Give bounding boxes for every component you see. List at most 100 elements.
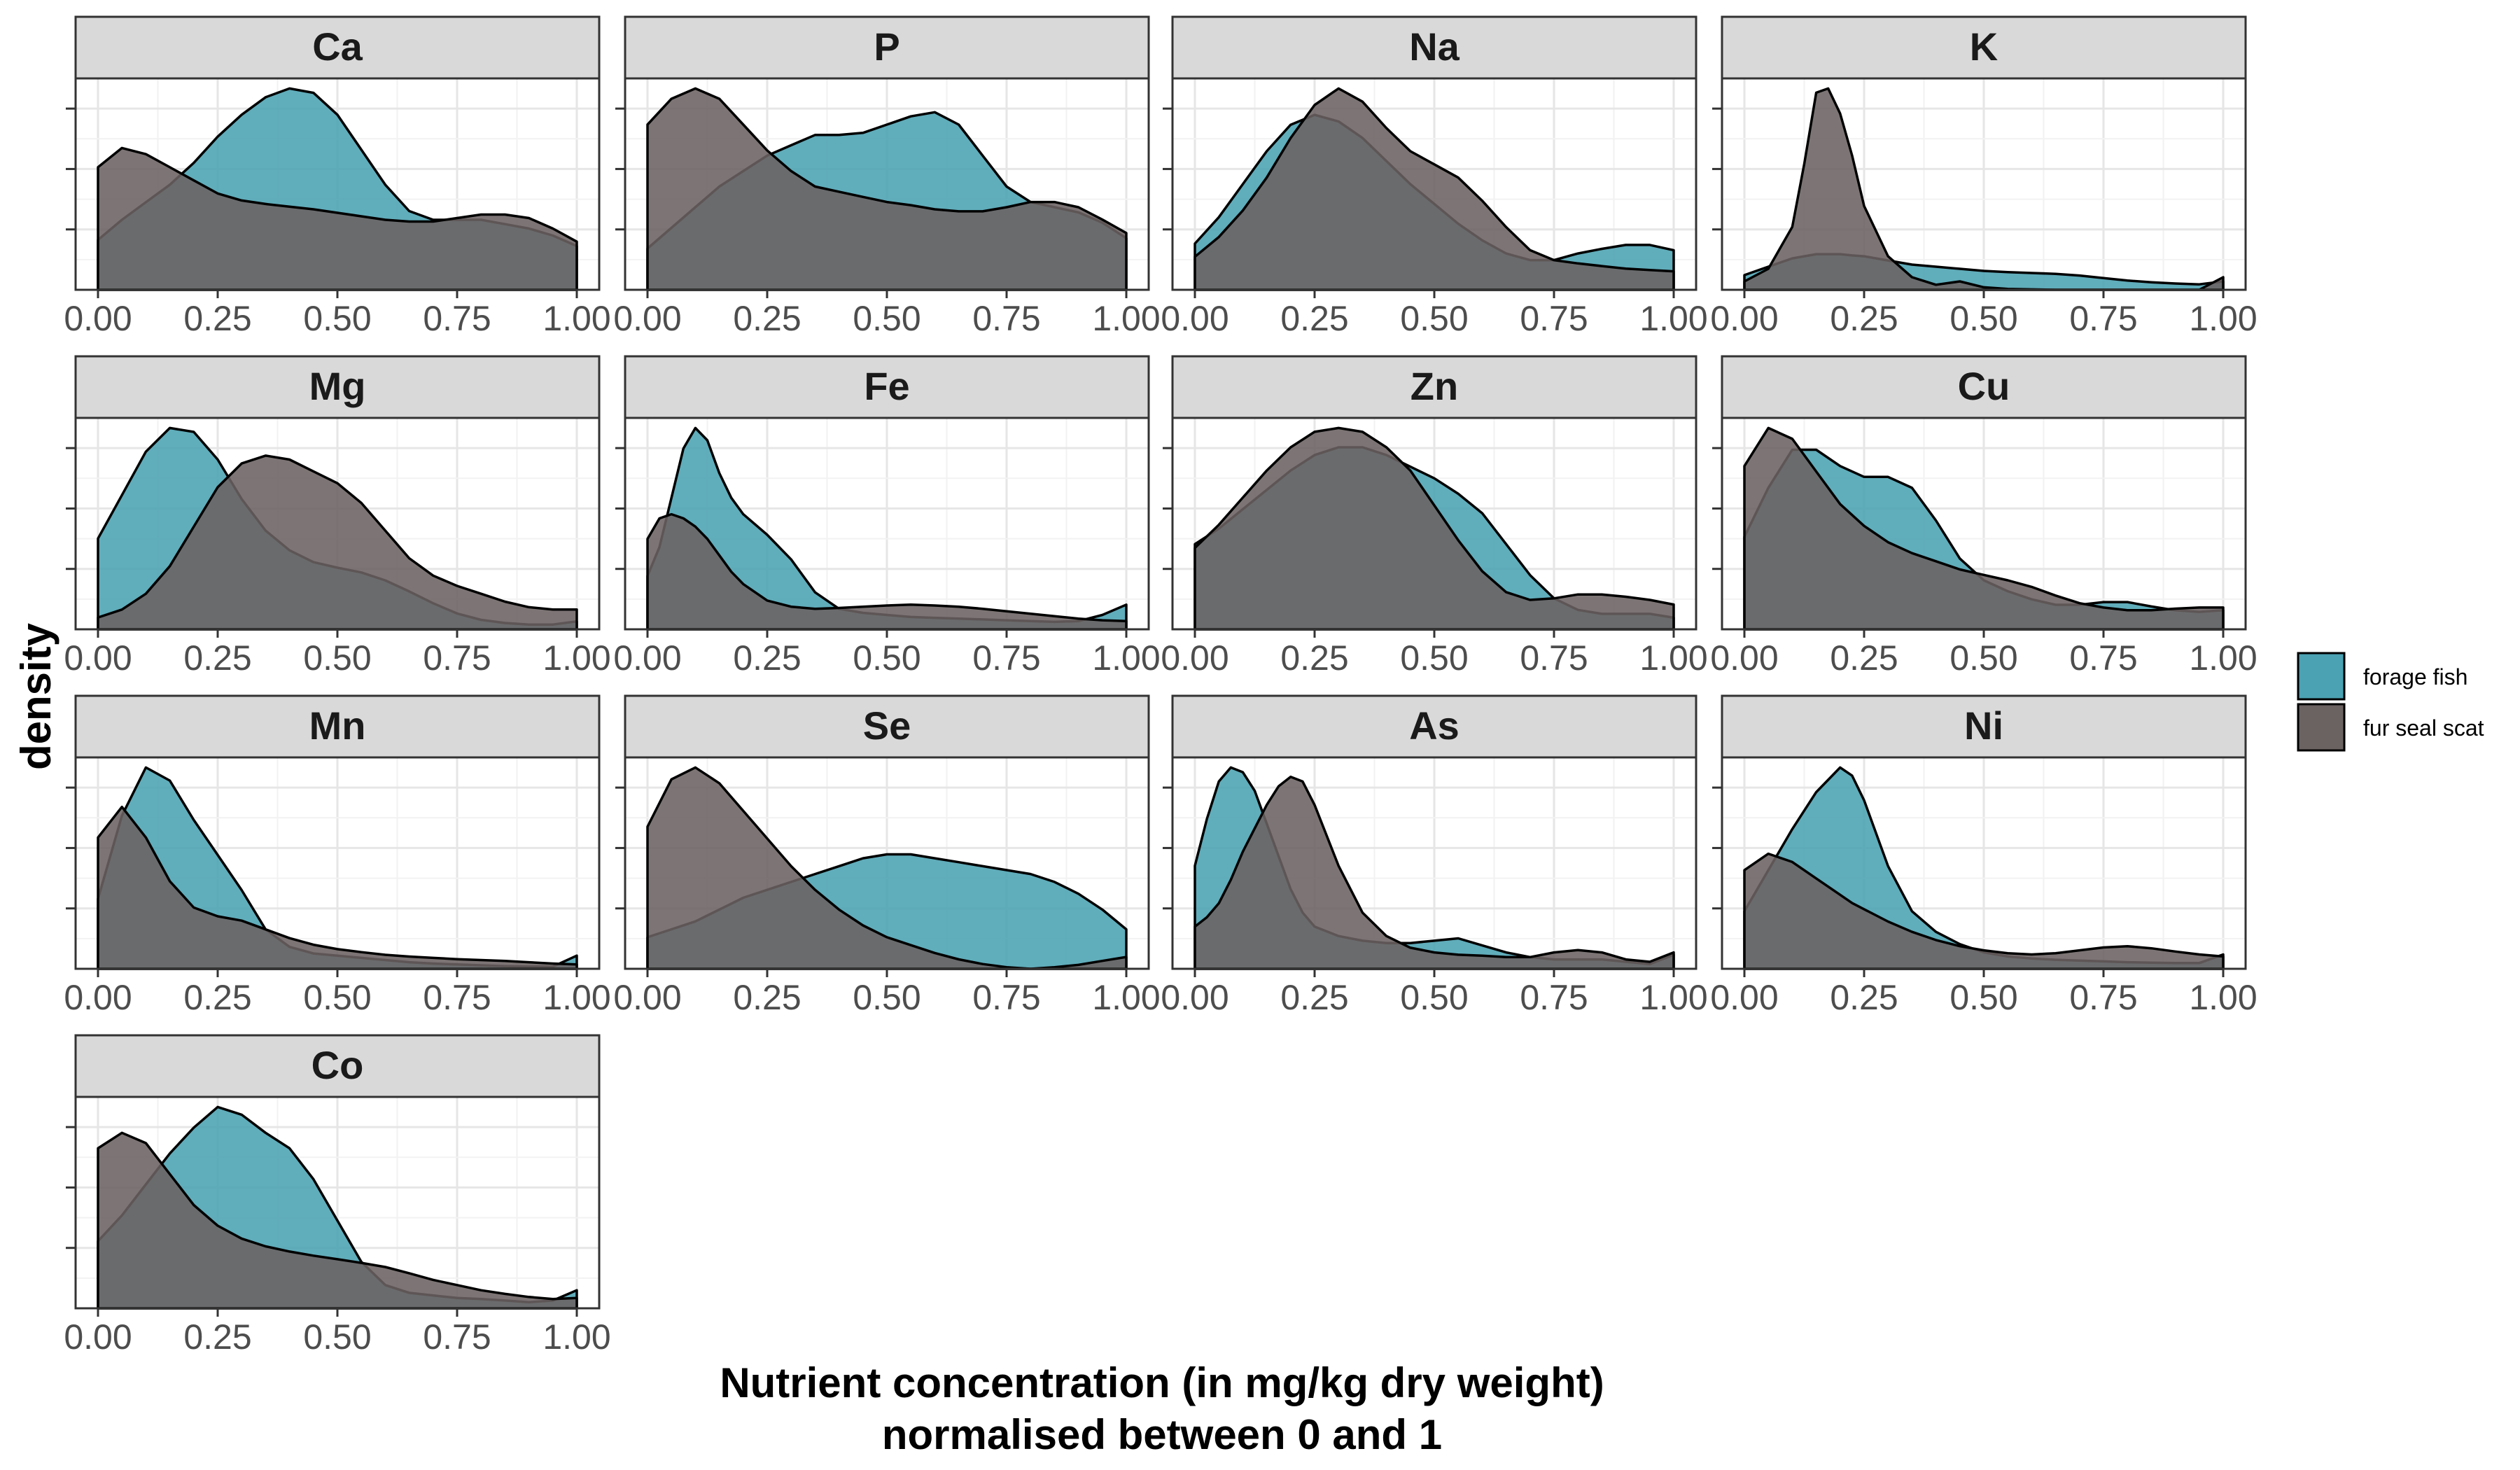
facet-strip-label: Fe bbox=[864, 364, 909, 408]
x-tick-label: 0.50 bbox=[1400, 638, 1468, 678]
x-tick-label: 0.75 bbox=[972, 299, 1040, 338]
facet-strip-label: K bbox=[1970, 24, 1998, 69]
x-tick-label: 0.25 bbox=[1830, 299, 1898, 338]
facet-strip-label: P bbox=[874, 24, 899, 69]
x-tick-label: 1.00 bbox=[542, 1317, 610, 1357]
density-area-fur-seal-scat bbox=[646, 512, 1128, 631]
facet-panel-zn: Zn 0.00 0.25 0.50 0.75 1.00 bbox=[1161, 355, 1708, 678]
facet-panel-k: K 0.00 0.25 0.50 0.75 1.00 bbox=[1710, 15, 2258, 338]
facet-strip bbox=[74, 1034, 601, 1098]
x-tick-label: 0.75 bbox=[2069, 638, 2137, 678]
facet-strip bbox=[624, 15, 1150, 80]
x-tick-label: 0.00 bbox=[1710, 638, 1778, 678]
facet-strip bbox=[74, 15, 601, 80]
x-tick-label: 0.75 bbox=[1520, 978, 1588, 1017]
legend-label-fur-seal-scat: fur seal scat bbox=[2363, 715, 2484, 741]
facet-strip-label: Zn bbox=[1410, 364, 1458, 408]
density-area-fur-seal-scat bbox=[97, 454, 578, 631]
x-tick-label: 0.00 bbox=[1161, 978, 1228, 1017]
x-tick-label: 0.50 bbox=[853, 978, 920, 1017]
x-tick-label: 0.75 bbox=[972, 978, 1040, 1017]
x-tick-label: 0.75 bbox=[2069, 299, 2137, 338]
facet-strip-label: Na bbox=[1409, 24, 1460, 69]
facet-panel-as: As 0.00 0.25 0.50 0.75 1.00 bbox=[1161, 694, 1708, 1017]
x-tick-label: 0.25 bbox=[183, 638, 251, 678]
x-tick-label: 0.50 bbox=[1400, 978, 1468, 1017]
x-tick-label: 0.50 bbox=[1949, 638, 2017, 678]
x-tick-label: 0.00 bbox=[64, 638, 132, 678]
x-tick-label: 1.00 bbox=[1092, 299, 1160, 338]
x-axis-title-line-2: normalised between 0 and 1 bbox=[882, 1411, 1442, 1458]
density-area-fur-seal-scat bbox=[646, 766, 1128, 970]
density-area-fur-seal-scat bbox=[1194, 426, 1675, 631]
density-area-fur-seal-scat bbox=[97, 805, 578, 970]
x-tick-label: 0.25 bbox=[183, 978, 251, 1017]
legend: forage fish fur seal scat bbox=[2297, 652, 2484, 752]
x-tick-label: 1.00 bbox=[2189, 978, 2257, 1017]
facet-strip-label: Se bbox=[863, 704, 911, 748]
x-tick-label: 0.00 bbox=[1161, 299, 1228, 338]
facet-strip bbox=[624, 355, 1150, 419]
x-tick-label: 0.50 bbox=[853, 638, 920, 678]
x-tick-label: 0.00 bbox=[1161, 638, 1228, 678]
facet-strip-label: Ni bbox=[1964, 704, 2003, 748]
x-tick-label: 0.75 bbox=[423, 1317, 491, 1357]
x-tick-label: 0.25 bbox=[1280, 638, 1348, 678]
x-tick-label: 0.00 bbox=[1710, 978, 1778, 1017]
facet-panel-fe: Fe 0.00 0.25 0.50 0.75 1.00 bbox=[613, 355, 1161, 678]
facet-strip-label: Mn bbox=[309, 704, 366, 748]
density-area-fur-seal-scat bbox=[1194, 776, 1675, 970]
y-axis-title: density bbox=[13, 622, 59, 770]
x-tick-label: 0.25 bbox=[733, 638, 801, 678]
x-tick-label: 0.75 bbox=[972, 638, 1040, 678]
x-tick-label: 1.00 bbox=[1639, 638, 1707, 678]
x-tick-label: 0.00 bbox=[613, 299, 681, 338]
x-tick-label: 0.50 bbox=[1949, 978, 2017, 1017]
x-axis-title-line-1: Nutrient concentration (in mg/kg dry wei… bbox=[720, 1359, 1604, 1406]
x-tick-label: 0.50 bbox=[1400, 299, 1468, 338]
density-area-fur-seal-scat bbox=[97, 146, 578, 291]
facet-strip-label: Mg bbox=[309, 364, 366, 408]
facet-strip-label: Ca bbox=[312, 24, 363, 69]
density-area-fur-seal-scat bbox=[1194, 87, 1675, 291]
density-area-fur-seal-scat bbox=[646, 87, 1128, 291]
x-tick-label: 0.25 bbox=[1280, 299, 1348, 338]
x-tick-label: 0.50 bbox=[1949, 299, 2017, 338]
facet-strip bbox=[624, 694, 1150, 759]
x-tick-label: 0.25 bbox=[183, 299, 251, 338]
x-tick-label: 1.00 bbox=[1639, 978, 1707, 1017]
facet-strip bbox=[1171, 15, 1698, 80]
x-tick-label: 0.75 bbox=[1520, 638, 1588, 678]
x-tick-label: 0.00 bbox=[64, 978, 132, 1017]
legend-label-forage-fish: forage fish bbox=[2363, 664, 2468, 690]
x-tick-label: 0.25 bbox=[183, 1317, 251, 1357]
x-tick-label: 0.50 bbox=[853, 299, 920, 338]
legend-key-forage-fish bbox=[2297, 652, 2346, 701]
x-tick-label: 0.75 bbox=[423, 299, 491, 338]
x-tick-label: 1.00 bbox=[1639, 299, 1707, 338]
x-tick-label: 1.00 bbox=[542, 638, 610, 678]
x-tick-label: 1.00 bbox=[1092, 638, 1160, 678]
facet-panel-se: Se 0.00 0.25 0.50 0.75 1.00 bbox=[613, 694, 1161, 1017]
facet-panel-p: P 0.00 0.25 0.50 0.75 1.00 bbox=[613, 15, 1161, 338]
x-tick-label: 0.75 bbox=[2069, 978, 2137, 1017]
x-tick-label: 0.00 bbox=[613, 978, 681, 1017]
facet-panel-cu: Cu 0.00 0.25 0.50 0.75 1.00 bbox=[1710, 355, 2258, 678]
x-tick-label: 1.00 bbox=[542, 978, 610, 1017]
x-tick-label: 0.00 bbox=[64, 299, 132, 338]
facet-panel-mn: Mn 0.00 0.25 0.50 0.75 1.00 bbox=[64, 694, 611, 1017]
facet-strip bbox=[1171, 355, 1698, 419]
x-tick-label: 0.00 bbox=[1710, 299, 1778, 338]
facet-strip bbox=[1721, 355, 2247, 419]
x-tick-label: 1.00 bbox=[1092, 978, 1160, 1017]
x-tick-label: 0.25 bbox=[733, 299, 801, 338]
facet-panel-co: Co 0.00 0.25 0.50 0.75 1.00 bbox=[64, 1034, 611, 1357]
facet-strip bbox=[1721, 15, 2247, 80]
x-tick-label: 0.25 bbox=[1830, 638, 1898, 678]
x-tick-label: 0.00 bbox=[64, 1317, 132, 1357]
x-tick-label: 0.25 bbox=[733, 978, 801, 1017]
facet-strip-label: Co bbox=[312, 1043, 364, 1087]
x-tick-label: 0.25 bbox=[1280, 978, 1348, 1017]
x-tick-label: 0.25 bbox=[1830, 978, 1898, 1017]
legend-key-fur-seal-scat bbox=[2297, 703, 2346, 752]
